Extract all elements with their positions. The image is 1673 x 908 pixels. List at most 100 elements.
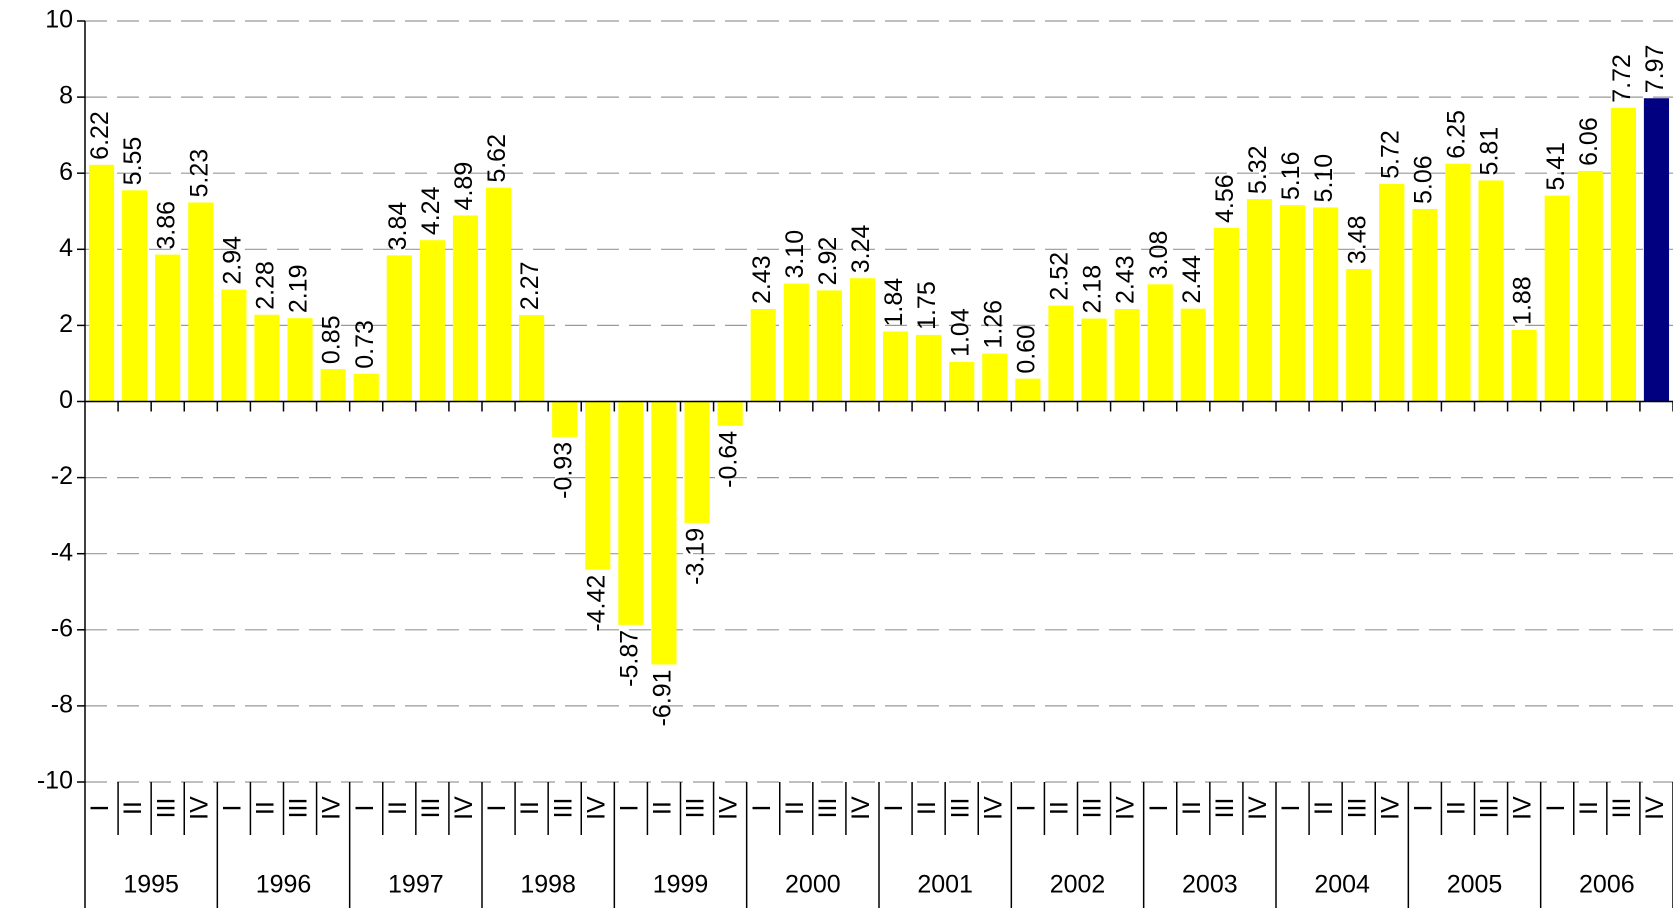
bar xyxy=(916,334,942,402)
x-tick-label: IV xyxy=(979,796,1007,820)
bar xyxy=(1346,269,1372,402)
year-label: 2001 xyxy=(917,871,973,899)
bar xyxy=(1478,180,1504,402)
value-label: 7.97 xyxy=(1641,45,1669,94)
year-label: 2003 xyxy=(1182,871,1238,899)
value-label: 5.23 xyxy=(185,149,213,198)
year-label: 1999 xyxy=(653,871,709,899)
bar xyxy=(1379,183,1405,402)
bar xyxy=(585,401,611,570)
bar xyxy=(1544,195,1570,402)
bar xyxy=(1313,207,1339,402)
y-tick-label: -4 xyxy=(51,538,73,566)
value-label: 2.52 xyxy=(1046,252,1074,301)
y-tick-label: -6 xyxy=(51,614,73,642)
x-tick-label: II xyxy=(384,801,412,815)
x-tick-label: III xyxy=(152,798,180,819)
value-label: 1.26 xyxy=(979,300,1007,349)
y-tick-label: 4 xyxy=(59,234,73,262)
x-tick-label: I xyxy=(1277,805,1305,812)
x-tick-label: I xyxy=(615,805,643,812)
bar xyxy=(519,315,545,402)
x-tick-label: IV xyxy=(1376,796,1404,820)
bar xyxy=(1511,329,1537,402)
bar xyxy=(386,255,412,402)
value-label: 2.43 xyxy=(748,255,776,304)
value-label: 0.85 xyxy=(318,315,346,364)
value-label: 3.24 xyxy=(847,224,875,273)
y-tick-label: 0 xyxy=(59,386,73,414)
x-tick-label: IV xyxy=(1641,796,1669,820)
bar xyxy=(750,309,776,402)
value-label: 6.22 xyxy=(86,111,114,160)
x-tick-label: I xyxy=(1145,805,1173,812)
value-label: 3.08 xyxy=(1145,231,1173,280)
x-tick-label: II xyxy=(516,801,544,815)
bar xyxy=(88,164,115,402)
x-tick-label: I xyxy=(1409,805,1437,812)
bar xyxy=(816,290,842,402)
value-label: 2.28 xyxy=(252,261,280,310)
x-tick-label: II xyxy=(1443,801,1471,815)
bar xyxy=(1213,227,1239,402)
value-label: 5.10 xyxy=(1310,154,1338,203)
x-tick-label: II xyxy=(1310,801,1338,815)
y-tick-label: 8 xyxy=(59,82,73,110)
x-tick-label: I xyxy=(1542,805,1570,812)
bar xyxy=(1610,107,1636,402)
x-tick-label: IV xyxy=(582,796,610,820)
value-label: 5.41 xyxy=(1542,142,1570,191)
bar xyxy=(783,283,809,402)
value-label: 4.89 xyxy=(450,162,478,211)
x-tick-label: IV xyxy=(450,796,478,820)
x-tick-label: II xyxy=(1046,801,1074,815)
year-label: 2006 xyxy=(1579,871,1635,899)
bar xyxy=(155,254,181,402)
x-tick-label: III xyxy=(1608,798,1636,819)
x-tick-label: I xyxy=(748,805,776,812)
value-label: 2.27 xyxy=(516,261,544,310)
bar xyxy=(949,361,975,402)
bar xyxy=(1114,309,1140,402)
x-tick-label: III xyxy=(682,798,710,819)
x-tick-label: I xyxy=(1012,805,1040,812)
value-label: 1.84 xyxy=(880,278,908,327)
bar xyxy=(1279,205,1306,402)
x-tick-label: IV xyxy=(847,796,875,820)
x-tick-label: III xyxy=(417,798,445,819)
bar xyxy=(287,318,313,402)
year-label: 2004 xyxy=(1314,871,1370,899)
x-tick-label: IV xyxy=(318,796,346,820)
value-label: 3.86 xyxy=(152,201,180,250)
x-tick-label: I xyxy=(880,805,908,812)
bar xyxy=(221,289,247,402)
value-label: 3.48 xyxy=(1343,215,1371,264)
value-label: -0.93 xyxy=(549,442,577,499)
year-label: 2002 xyxy=(1050,871,1106,899)
bar xyxy=(1081,318,1107,402)
value-label: 1.75 xyxy=(913,281,941,330)
value-label: 2.43 xyxy=(1112,255,1140,304)
value-label: 2.18 xyxy=(1079,265,1107,314)
x-tick-label: III xyxy=(1476,798,1504,819)
y-tick-label: 2 xyxy=(59,310,73,338)
x-tick-label: II xyxy=(119,801,147,815)
bar xyxy=(1412,208,1438,402)
year-label: 1997 xyxy=(388,871,444,899)
bar xyxy=(353,373,379,402)
bar xyxy=(1577,170,1603,402)
value-label: -5.87 xyxy=(615,630,643,687)
value-label: 6.25 xyxy=(1443,110,1471,159)
value-label: 5.16 xyxy=(1277,151,1305,200)
value-label: 0.60 xyxy=(1012,325,1040,374)
y-tick-label: -10 xyxy=(37,767,73,795)
value-label: 6.06 xyxy=(1575,117,1603,166)
x-tick-label: IV xyxy=(1112,796,1140,820)
x-tick-label: II xyxy=(781,801,809,815)
y-tick-label: 10 xyxy=(45,6,73,34)
bar xyxy=(552,401,578,437)
value-label: -0.64 xyxy=(715,431,743,488)
value-label: 5.81 xyxy=(1476,127,1504,176)
bar xyxy=(618,401,644,625)
value-label: 4.56 xyxy=(1211,174,1239,223)
